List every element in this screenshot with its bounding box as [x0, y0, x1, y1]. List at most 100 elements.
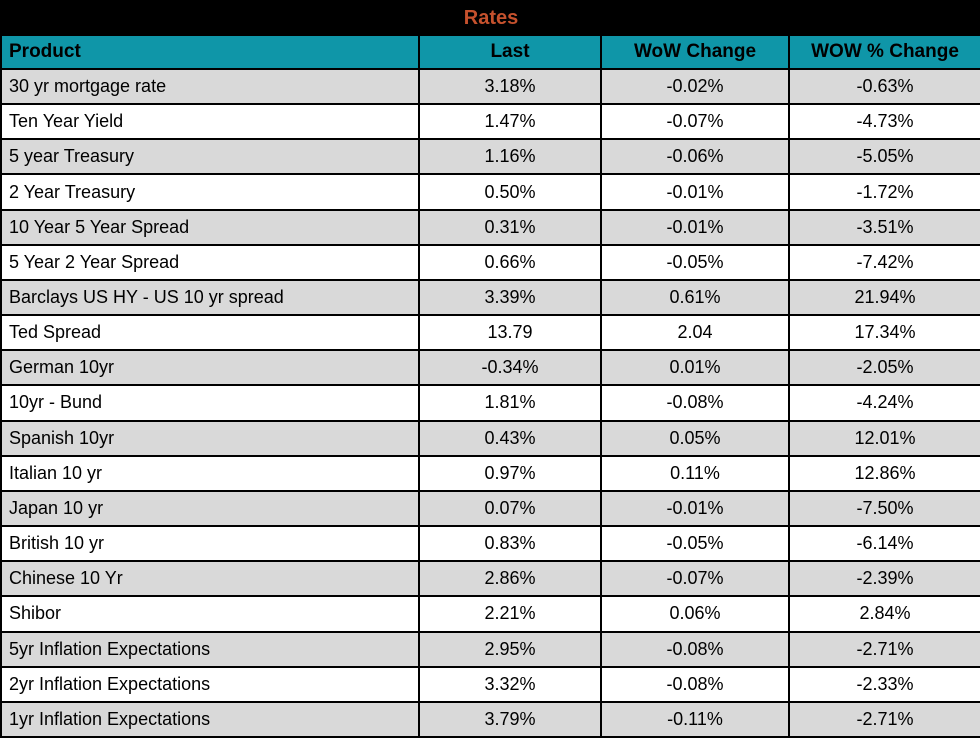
- table-row: 2 Year Treasury 0.50% -0.01% -1.72%: [0, 173, 980, 211]
- value-cell: 0.11%: [600, 454, 790, 492]
- value-cell: -2.05%: [787, 349, 980, 387]
- value-cell: 0.50%: [418, 173, 602, 211]
- table-row: German 10yr -0.34% 0.01% -2.05%: [0, 349, 980, 387]
- value-cell: 2.21%: [418, 595, 602, 633]
- value-cell: 0.83%: [418, 525, 602, 563]
- product-cell: Shibor: [0, 595, 420, 633]
- value-cell: -0.05%: [600, 525, 790, 563]
- table-row: Ten Year Yield 1.47% -0.07% -4.73%: [0, 103, 980, 141]
- value-cell: -7.50%: [787, 489, 980, 528]
- table-row: 10 Year 5 Year Spread 0.31% -0.01% -3.51%: [0, 208, 980, 246]
- value-cell: -0.07%: [600, 560, 790, 598]
- product-cell: 30 yr mortgage rate: [0, 67, 420, 106]
- value-cell: 1.47%: [418, 103, 602, 141]
- value-cell: 0.66%: [418, 243, 602, 281]
- value-cell: -0.06%: [600, 138, 790, 176]
- value-cell: 3.79%: [418, 700, 602, 738]
- value-cell: -6.14%: [787, 525, 980, 563]
- value-cell: 17.34%: [787, 314, 980, 352]
- product-cell: 5 year Treasury: [0, 138, 420, 176]
- value-cell: 0.31%: [418, 208, 602, 246]
- table-row: Barclays US HY - US 10 yr spread 3.39% 0.6…: [0, 278, 980, 317]
- value-cell: -5.05%: [787, 138, 980, 176]
- value-cell: -7.42%: [787, 243, 980, 281]
- product-cell: 2 Year Treasury: [0, 173, 420, 211]
- table-row: Shibor 2.21% 0.06% 2.84%: [0, 595, 980, 633]
- table-header-row: Product Last WoW Change WOW % Change: [0, 34, 980, 70]
- product-cell: Ten Year Yield: [0, 103, 420, 141]
- product-cell: Barclays US HY - US 10 yr spread: [0, 278, 420, 317]
- value-cell: 0.05%: [600, 419, 790, 457]
- value-cell: -0.08%: [600, 630, 790, 668]
- value-cell: -0.05%: [600, 243, 790, 281]
- value-cell: 3.18%: [418, 67, 602, 106]
- value-cell: -0.01%: [600, 173, 790, 211]
- column-header-product: Product: [0, 34, 420, 70]
- product-cell: Chinese 10 Yr: [0, 560, 420, 598]
- table-row: 5 year Treasury 1.16% -0.06% -5.05%: [0, 138, 980, 176]
- value-cell: 1.16%: [418, 138, 602, 176]
- product-cell: Italian 10 yr: [0, 454, 420, 492]
- value-cell: -2.39%: [787, 560, 980, 598]
- product-cell: Ted Spread: [0, 314, 420, 352]
- value-cell: -4.73%: [787, 103, 980, 141]
- value-cell: -2.71%: [787, 700, 980, 738]
- product-cell: 5yr Inflation Expectations: [0, 630, 420, 668]
- table-row: Ted Spread 13.79 2.04 17.34%: [0, 314, 980, 352]
- value-cell: -3.51%: [787, 208, 980, 246]
- product-cell: 1yr Inflation Expectations: [0, 700, 420, 738]
- value-cell: 13.79: [418, 314, 602, 352]
- product-cell: 10yr - Bund: [0, 384, 420, 422]
- value-cell: 12.01%: [787, 419, 980, 457]
- value-cell: 0.07%: [418, 489, 602, 528]
- value-cell: -0.07%: [600, 103, 790, 141]
- product-cell: 5 Year 2 Year Spread: [0, 243, 420, 281]
- value-cell: -0.08%: [600, 665, 790, 703]
- table-row: 1yr Inflation Expectations 3.79% -0.11% -2.…: [0, 700, 980, 738]
- table-title: Rates: [0, 0, 980, 36]
- column-header-wow-pct-change: WOW % Change: [787, 34, 980, 70]
- table-row: British 10 yr 0.83% -0.05% -6.14%: [0, 525, 980, 563]
- column-header-wow-change: WoW Change: [600, 34, 790, 70]
- value-cell: 0.97%: [418, 454, 602, 492]
- value-cell: -0.08%: [600, 384, 790, 422]
- value-cell: -0.63%: [787, 67, 980, 106]
- value-cell: -4.24%: [787, 384, 980, 422]
- value-cell: -0.02%: [600, 67, 790, 106]
- value-cell: -2.71%: [787, 630, 980, 668]
- table-row: 30 yr mortgage rate 3.18% -0.02% -0.63%: [0, 67, 980, 106]
- product-cell: 10 Year 5 Year Spread: [0, 208, 420, 246]
- value-cell: 3.32%: [418, 665, 602, 703]
- product-cell: 2yr Inflation Expectations: [0, 665, 420, 703]
- product-cell: Japan 10 yr: [0, 489, 420, 528]
- value-cell: 2.86%: [418, 560, 602, 598]
- table-row: Italian 10 yr 0.97% 0.11% 12.86%: [0, 454, 980, 492]
- product-cell: British 10 yr: [0, 525, 420, 563]
- value-cell: -2.33%: [787, 665, 980, 703]
- table-row: 2yr Inflation Expectations 3.32% -0.08% -2.…: [0, 665, 980, 703]
- table-row: 5 Year 2 Year Spread 0.66% -0.05% -7.42%: [0, 243, 980, 281]
- table-row: Chinese 10 Yr 2.86% -0.07% -2.39%: [0, 560, 980, 598]
- value-cell: -0.11%: [600, 700, 790, 738]
- value-cell: 0.06%: [600, 595, 790, 633]
- value-cell: 0.01%: [600, 349, 790, 387]
- table-row: Japan 10 yr 0.07% -0.01% -7.50%: [0, 489, 980, 528]
- column-header-last: Last: [418, 34, 602, 70]
- value-cell: -0.01%: [600, 489, 790, 528]
- value-cell: 1.81%: [418, 384, 602, 422]
- value-cell: 2.95%: [418, 630, 602, 668]
- table-title-row: Rates: [0, 0, 980, 36]
- value-cell: 0.61%: [600, 278, 790, 317]
- value-cell: -1.72%: [787, 173, 980, 211]
- value-cell: 12.86%: [787, 454, 980, 492]
- value-cell: 0.43%: [418, 419, 602, 457]
- value-cell: 3.39%: [418, 278, 602, 317]
- table-body: 30 yr mortgage rate 3.18% -0.02% -0.63% Ten …: [0, 67, 980, 738]
- value-cell: 2.84%: [787, 595, 980, 633]
- table-row: 10yr - Bund 1.81% -0.08% -4.24%: [0, 384, 980, 422]
- table-row: Spanish 10yr 0.43% 0.05% 12.01%: [0, 419, 980, 457]
- value-cell: 2.04: [600, 314, 790, 352]
- value-cell: -0.34%: [418, 349, 602, 387]
